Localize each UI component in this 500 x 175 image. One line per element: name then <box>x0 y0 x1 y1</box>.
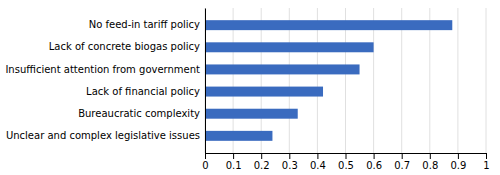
tick-label: 0.6 <box>366 160 382 171</box>
bar <box>205 20 452 30</box>
bar <box>205 42 374 52</box>
x-tick: 0.8 <box>422 153 438 171</box>
tick-mark <box>317 153 318 159</box>
x-tick: 0.6 <box>366 153 382 171</box>
grid-line <box>457 8 458 153</box>
y-tick: Insufficient attention from government <box>5 64 205 75</box>
tick-mark <box>458 153 459 159</box>
tick-label: 1 <box>483 160 489 171</box>
y-tick: Unclear and complex legislative issues <box>6 130 205 141</box>
tick-mark <box>346 153 347 159</box>
grid <box>205 8 486 153</box>
tick-mark <box>374 153 375 159</box>
category-label: Bureaucratic complexity <box>78 108 200 119</box>
y-tick: Lack of financial policy <box>86 86 205 97</box>
category-label: Unclear and complex legislative issues <box>6 130 200 141</box>
tick-label: 0.9 <box>450 160 466 171</box>
tick-mark <box>430 153 431 159</box>
category-label: Insufficient attention from government <box>5 64 200 75</box>
tick-mark <box>402 153 403 159</box>
tick-label: 0.7 <box>394 160 410 171</box>
tick-mark <box>233 153 234 159</box>
tick-mark <box>205 153 206 159</box>
tick-label: 0.4 <box>310 160 326 171</box>
plot: 0 0.1 0.2 0.3 0.4 0.5 0.6 0.7 0.8 0.9 1 Unclear and… <box>5 8 489 171</box>
y-tick: Lack of concrete biogas policy <box>49 41 205 52</box>
tick-mark <box>486 153 487 159</box>
bars <box>205 20 452 141</box>
x-tick: 0.5 <box>338 153 354 171</box>
tick-mark <box>289 153 290 159</box>
axis-line <box>205 9 206 154</box>
category-label: Lack of financial policy <box>86 86 200 97</box>
tick-label: 0.3 <box>282 160 298 171</box>
x-tick: 0.1 <box>226 153 242 171</box>
bar <box>205 109 298 119</box>
tick-label: 0.2 <box>254 160 270 171</box>
x-tick: 0.7 <box>394 153 410 171</box>
tick-label: 0.1 <box>226 160 242 171</box>
tick-label: 0.8 <box>422 160 438 171</box>
bar <box>205 64 360 74</box>
grid-line <box>205 8 206 153</box>
x-tick: 0.3 <box>282 153 298 171</box>
bar <box>205 87 323 97</box>
axis-line <box>206 154 487 160</box>
y-tick: Bureaucratic complexity <box>78 108 205 119</box>
y-tick: No feed-in tariff policy <box>89 19 205 30</box>
x-tick: 0.9 <box>450 153 466 171</box>
tick-label: 0 <box>202 160 208 171</box>
y-axis: Unclear and complex legislative issues Bu… <box>5 9 205 154</box>
x-tick: 0.4 <box>310 153 326 171</box>
x-axis: 0 0.1 0.2 0.3 0.4 0.5 0.6 0.7 0.8 0.9 1 <box>202 153 489 171</box>
x-tick: 0.2 <box>254 153 270 171</box>
chart: 0 0.1 0.2 0.3 0.4 0.5 0.6 0.7 0.8 0.9 1 Unclear and… <box>0 0 500 175</box>
x-tick: 0 <box>202 153 208 171</box>
category-label: Lack of concrete biogas policy <box>49 41 200 52</box>
tick-mark <box>261 153 262 159</box>
bar <box>205 131 272 141</box>
tick-label: 0.5 <box>338 160 354 171</box>
grid-line <box>486 8 487 153</box>
x-tick: 1 <box>483 153 489 171</box>
category-label: No feed-in tariff policy <box>89 19 200 30</box>
